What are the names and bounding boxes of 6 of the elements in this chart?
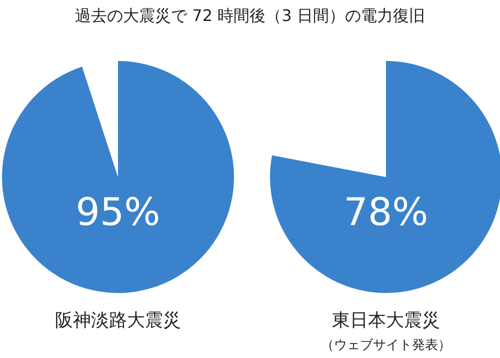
text: 東日本大震災 xyxy=(331,309,441,332)
data-label: 95% xyxy=(76,190,160,234)
text: 阪神淡路大震災 xyxy=(54,309,182,332)
data-label: 78% xyxy=(344,190,428,234)
chart-title: 過去の大震災で 72 時間後（3 日間）の電力復旧 xyxy=(74,6,426,27)
text: （ウェブサイト発表） xyxy=(320,337,452,354)
